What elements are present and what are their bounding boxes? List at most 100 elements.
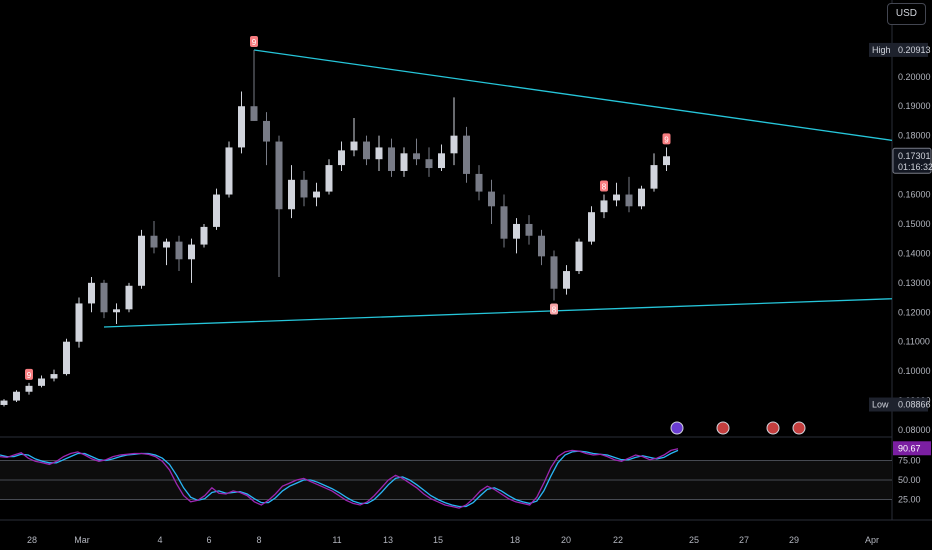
candle-body <box>488 191 495 207</box>
candle-body <box>338 150 345 166</box>
candle-body <box>163 241 170 248</box>
candle-body <box>500 206 508 239</box>
candle-body <box>550 256 558 289</box>
candle-body <box>138 235 145 286</box>
time-axis-label: 18 <box>510 535 520 545</box>
price-tick-label: 0.12000 <box>898 307 931 317</box>
time-axis-label: 15 <box>433 535 443 545</box>
sequence-marker <box>25 368 33 380</box>
price-tick-label: 0.15000 <box>898 219 931 229</box>
candle-body <box>613 194 620 201</box>
low-tag <box>869 397 928 412</box>
price-tick-label: 0.18000 <box>898 131 931 141</box>
candle-body <box>438 153 445 169</box>
last-price-tag <box>892 147 932 174</box>
candle-body <box>50 374 58 379</box>
high-tag <box>869 42 928 57</box>
resistance-trendline <box>253 49 893 141</box>
time-axis-label: 27 <box>739 535 749 545</box>
candle-body <box>625 194 633 207</box>
candle-body <box>225 147 233 195</box>
candle-body <box>475 173 483 192</box>
candle-body <box>400 153 408 171</box>
low-tag-label: Low <box>872 400 889 410</box>
oscillator-level-label: 25.00 <box>898 495 921 505</box>
candle-body <box>325 165 333 192</box>
candle-body <box>0 400 8 405</box>
candle-body <box>525 223 533 236</box>
sequence-marker <box>600 180 608 192</box>
candle-body <box>113 309 120 313</box>
low-tag-value: 0.08866 <box>898 400 931 410</box>
candle-body <box>538 235 545 257</box>
oscillator-value: 90.67 <box>898 443 921 453</box>
price-tick-label: 0.16000 <box>898 190 931 200</box>
candle-body <box>450 135 458 154</box>
high-tag-value: 0.20913 <box>898 45 931 55</box>
candle-body <box>413 153 420 160</box>
candle-body <box>313 191 320 198</box>
lightning-event-icon <box>670 421 684 435</box>
bar-countdown: 01:16:32 <box>898 162 932 172</box>
candle-body <box>263 120 270 142</box>
time-axis-label: 4 <box>157 535 162 545</box>
sequence-marker <box>550 303 558 315</box>
candle-body <box>75 303 83 342</box>
time-axis-label: 6 <box>206 535 211 545</box>
candle-body <box>663 156 670 166</box>
candle-body <box>600 200 608 213</box>
sequence-marker-label: 8 <box>602 183 607 192</box>
candle-body <box>388 147 395 171</box>
time-axis-label: 13 <box>383 535 393 545</box>
oscillator-level-label: 50.00 <box>898 475 921 485</box>
candle-body <box>88 282 95 304</box>
price-tick-label: 0.11000 <box>898 337 930 347</box>
candle-body <box>275 141 283 210</box>
candle-body <box>150 235 158 248</box>
candle-body <box>350 141 358 151</box>
time-axis-label: Mar <box>74 535 90 545</box>
price-tick-label: 0.14000 <box>898 248 931 258</box>
high-tag-label: High <box>872 45 891 55</box>
sequence-marker <box>250 36 258 48</box>
price-tick-label: 0.20000 <box>898 72 931 82</box>
sequence-marker-label: 9 <box>252 38 257 47</box>
support-trendline <box>103 298 893 328</box>
candle-body <box>63 341 70 375</box>
candle-body <box>100 282 108 313</box>
candle-body <box>425 159 433 169</box>
oscillator-value-tag <box>893 441 931 456</box>
price-tick-label: 0.08000 <box>898 425 931 435</box>
sequence-marker-label: 9 <box>27 371 32 380</box>
time-axis-label: 25 <box>689 535 699 545</box>
time-axis-label: 8 <box>256 535 261 545</box>
currency-button[interactable]: USD <box>886 3 926 25</box>
candle-body <box>175 241 183 260</box>
last-price-value: 0.17301 <box>898 151 931 161</box>
time-axis-label: 20 <box>561 535 571 545</box>
candle-body <box>288 179 295 210</box>
candle-body <box>38 378 45 386</box>
candle-body <box>513 223 520 239</box>
time-axis-label: Apr <box>865 535 879 545</box>
candle-body <box>200 226 208 245</box>
sequence-marker-label: 8 <box>552 305 557 314</box>
sequence-marker-label: 9 <box>664 135 669 144</box>
candle-body <box>363 141 370 160</box>
candle-body <box>638 188 645 207</box>
candle-body <box>188 244 195 260</box>
candle-body <box>300 179 308 198</box>
candle-body <box>13 391 20 401</box>
candle-body <box>125 285 133 310</box>
candle-body <box>375 147 383 160</box>
price-tick-label: 0.10000 <box>898 366 931 376</box>
oscillator-level-label: 75.00 <box>898 456 921 466</box>
price-tick-label: 0.19000 <box>898 101 931 111</box>
oscillator-k-line <box>0 449 679 508</box>
flag-event-icon <box>716 421 730 435</box>
oscillator-d-line <box>0 448 679 509</box>
time-axis-label: 22 <box>613 535 623 545</box>
time-axis-label: 28 <box>27 535 37 545</box>
flag-event-icon <box>766 421 780 435</box>
